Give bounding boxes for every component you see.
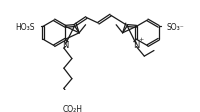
- Text: SO₃⁻: SO₃⁻: [167, 23, 184, 32]
- Text: +: +: [138, 37, 144, 42]
- Text: CO₂H: CO₂H: [63, 104, 83, 112]
- Text: N: N: [133, 40, 139, 49]
- Text: N: N: [62, 40, 69, 49]
- Text: HO₃S: HO₃S: [16, 23, 35, 32]
